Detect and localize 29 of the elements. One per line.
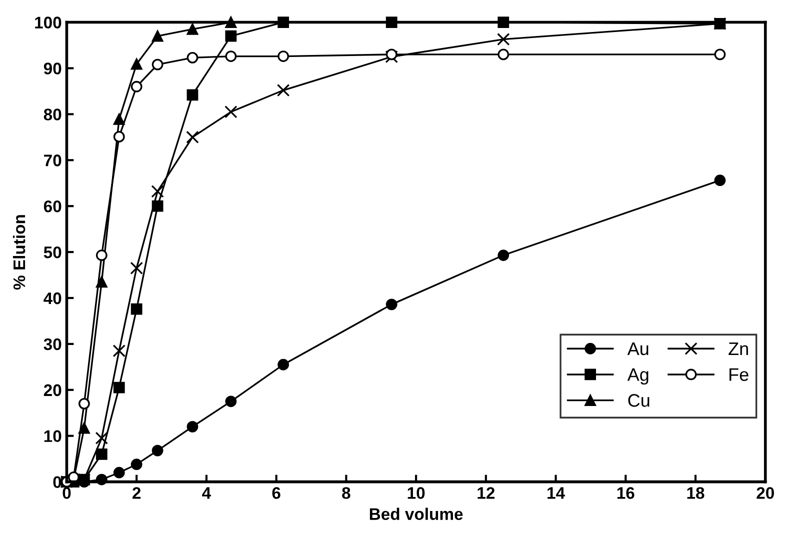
x-tick-label: 16: [617, 487, 634, 499]
x-tick-label: 2: [132, 487, 141, 499]
y-tick-label: 0: [53, 476, 62, 488]
x-tick-label: 8: [342, 487, 350, 499]
legend-label: Zn: [728, 342, 748, 355]
y-tick-label: 50: [44, 246, 62, 258]
x-tick-label: 20: [756, 487, 774, 499]
y-tick-label: 20: [44, 384, 62, 396]
y-axis-title: % Elution: [12, 215, 26, 290]
y-tick-label: 90: [44, 62, 62, 74]
legend-label: Cu: [628, 394, 650, 407]
legend-label: Ag: [627, 368, 648, 385]
x-tick-label: 6: [272, 487, 280, 499]
y-tick-label: 40: [44, 292, 62, 304]
y-tick-label: 70: [44, 154, 62, 166]
legend-label: Au: [627, 342, 648, 356]
x-tick-label: 18: [687, 487, 704, 499]
x-axis-title: Bed volume: [370, 508, 463, 520]
x-tick-label: 12: [478, 487, 495, 499]
y-tick-label: 60: [44, 200, 62, 212]
x-tick-label: 4: [202, 487, 211, 499]
y-tick-label: 80: [44, 108, 62, 120]
x-tick-label: 10: [408, 487, 425, 499]
y-tick-label: 30: [44, 338, 62, 350]
y-tick-label: 100: [35, 16, 62, 28]
legend-label: Fe: [730, 368, 748, 381]
x-tick-label: 14: [548, 487, 565, 499]
x-tick-label: 0: [62, 487, 71, 499]
y-tick-label: 10: [44, 430, 62, 442]
